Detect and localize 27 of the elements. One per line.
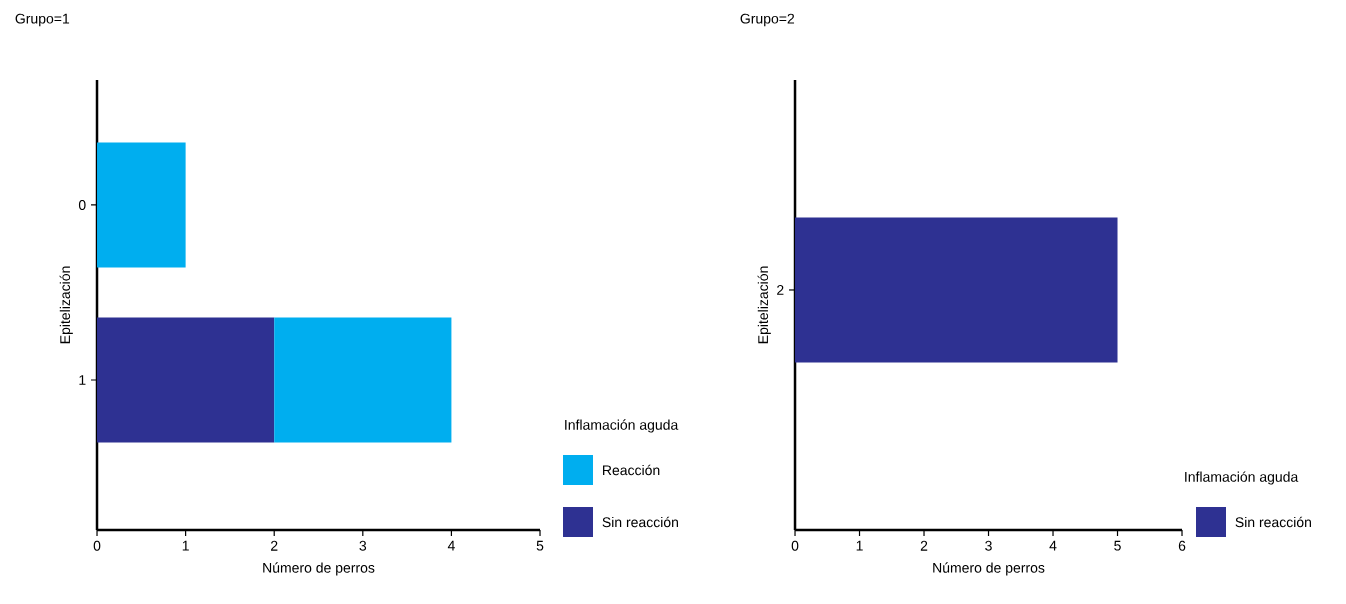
bar bbox=[97, 317, 275, 443]
x-tick-label: 1 bbox=[182, 540, 189, 551]
chart-title: Grupo=2 bbox=[740, 13, 795, 27]
x-axis-title: Número de perros bbox=[933, 562, 1045, 576]
x-axis-title: Número de perros bbox=[263, 562, 375, 576]
legend-label: Sin reacción bbox=[1235, 516, 1311, 528]
x-tick-label: 2 bbox=[271, 540, 278, 551]
legend-title: Inflamación aguda bbox=[565, 419, 679, 433]
bar bbox=[97, 142, 186, 268]
x-tick-label: 3 bbox=[359, 540, 367, 551]
x-tick-label: 3 bbox=[985, 540, 992, 551]
x-tick-label: 1 bbox=[856, 540, 863, 551]
x-tick-label: 0 bbox=[93, 540, 101, 551]
x-tick-label: 5 bbox=[536, 540, 544, 551]
x-tick-label: 2 bbox=[920, 540, 928, 551]
x-tick-label: 5 bbox=[1114, 540, 1121, 551]
legend-title: Inflamación aguda bbox=[1185, 471, 1299, 485]
x-tick-label: 4 bbox=[447, 540, 455, 551]
x-tick-label: 4 bbox=[1049, 540, 1057, 551]
chart-title: Grupo=1 bbox=[15, 13, 70, 27]
y-axis-title: Epitelización bbox=[757, 266, 771, 344]
bar bbox=[274, 317, 452, 443]
x-tick-label: 0 bbox=[791, 540, 799, 551]
x-tick-label: 6 bbox=[1178, 540, 1186, 551]
legend-label: Reacción bbox=[603, 464, 660, 476]
legend-label: Sin reacción bbox=[602, 516, 678, 528]
y-axis-title: Epitelización bbox=[59, 266, 73, 344]
